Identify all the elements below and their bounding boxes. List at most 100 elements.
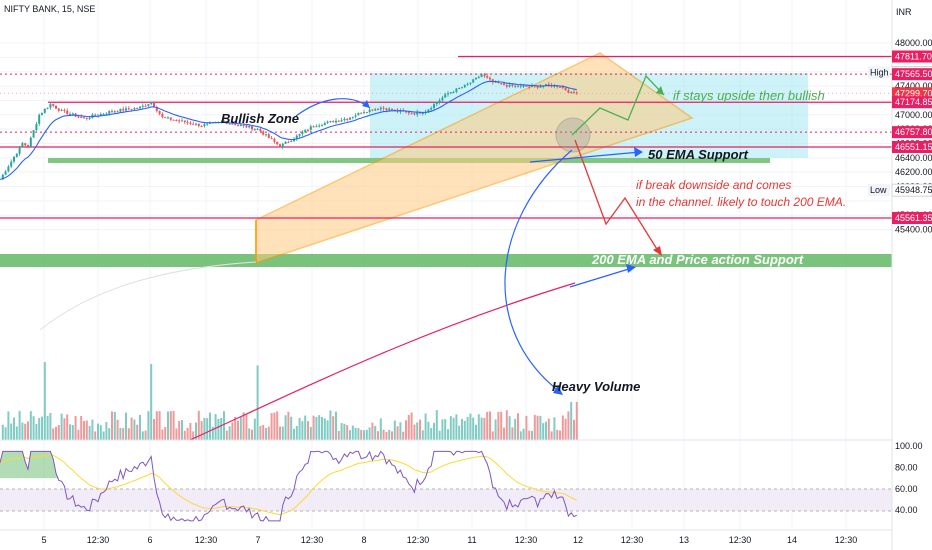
candle-body [340, 120, 343, 122]
volume-bar [237, 420, 239, 440]
volume-bar [307, 421, 309, 440]
candle-body [343, 118, 346, 121]
volume-bar [178, 421, 181, 440]
time-tick-label: 7 [255, 535, 260, 545]
volume-bar [363, 430, 365, 440]
volume-bar [10, 423, 13, 440]
candle-body [430, 108, 433, 110]
candle-body [466, 83, 469, 85]
volume-bar [91, 419, 94, 440]
candle-body [231, 123, 234, 125]
candle-body [304, 129, 307, 133]
candle-body [279, 144, 281, 148]
volume-bar [489, 411, 491, 440]
volume-bar [312, 415, 315, 440]
candle-body [52, 103, 55, 106]
volume-bar [97, 423, 99, 440]
volume-bar [256, 365, 259, 440]
candle-body [559, 86, 561, 88]
candle-body [63, 109, 66, 111]
candle-body [391, 108, 393, 111]
volume-bar [410, 412, 413, 440]
price-tick-label: 45400.00 [895, 225, 932, 235]
candle-body [514, 85, 517, 87]
volume-bar [466, 416, 469, 440]
candle-body [360, 112, 363, 114]
candle-body [323, 123, 326, 126]
candle-body [119, 108, 122, 112]
volume-bar [399, 422, 402, 440]
volume-bar [335, 411, 337, 440]
volume-bar [43, 362, 46, 440]
candle-body [290, 141, 293, 143]
volume-bar [371, 422, 374, 440]
rsi-line [0, 450, 578, 522]
candle-body [169, 117, 172, 120]
volume-bar [441, 419, 444, 440]
price-axis[interactable]: 48000.0047400.0047200.0047000.0046800.00… [868, 0, 932, 550]
candle-body [239, 125, 242, 127]
time-tick-label: 12:30 [407, 535, 430, 545]
candle-body [477, 76, 480, 78]
heavy-volume-label: Heavy Volume [552, 379, 640, 394]
volume-bar [80, 415, 83, 440]
volume-bar [525, 415, 528, 440]
candle-body [500, 83, 503, 85]
volume-bar [158, 411, 161, 440]
candle-body [197, 123, 200, 126]
candle-body [133, 108, 136, 110]
candle-body [503, 83, 505, 86]
volume-bar [116, 419, 119, 440]
volume-bar [290, 416, 293, 440]
volume-bar [522, 428, 525, 440]
time-tick-label: 12:30 [515, 535, 538, 545]
extreme-tag-label: High [870, 68, 889, 78]
volume-bar [273, 412, 276, 440]
candle-body [46, 107, 49, 109]
time-tick-label: 12:30 [835, 535, 858, 545]
volume-bar [508, 416, 511, 440]
volume-bar [475, 424, 477, 440]
candle-body [388, 108, 391, 111]
candle-body [374, 109, 377, 111]
candle-body [463, 84, 466, 88]
candle-body [130, 109, 133, 111]
volume-bar [99, 425, 102, 440]
candle-body [298, 133, 301, 136]
rsi-tick-label: 100.00 [895, 441, 923, 451]
candle-body [141, 105, 144, 107]
candle-body [567, 90, 570, 93]
extreme-tag [868, 184, 890, 197]
volume-bar [295, 425, 298, 440]
volume-bar [122, 428, 125, 440]
volume-bar [491, 431, 494, 440]
candle-body [301, 132, 304, 134]
volume-bar [477, 414, 480, 440]
candle-body [262, 131, 265, 135]
candle-body [449, 92, 452, 94]
candle-body [363, 112, 365, 114]
candle-body [368, 109, 371, 113]
candle-body [38, 114, 41, 124]
volume-bar [573, 419, 575, 440]
volume-bar [71, 425, 74, 440]
volume-bar [281, 426, 284, 440]
volume-bar [388, 429, 391, 440]
volume-bar [209, 412, 211, 440]
volume-bar [211, 426, 214, 440]
price-tag-label: 45561.35 [895, 213, 932, 223]
volume-bar [18, 410, 21, 440]
volume-bar [119, 428, 122, 440]
volume-bar [393, 420, 396, 440]
volume-bar [251, 429, 253, 440]
volume-bar [293, 428, 295, 440]
candle-body [312, 126, 315, 128]
time-axis[interactable]: 5 12:30 6 12:30 7 12:30 8 12:30 11 12:30 12 12:30 13… [0, 529, 892, 545]
volume-bar [262, 424, 265, 440]
candle-body [122, 108, 125, 111]
time-tick-label: 14 [787, 535, 797, 545]
volume-bar [195, 422, 197, 440]
rsi-tick-label: 60.00 [895, 484, 918, 494]
candle-body [161, 113, 164, 118]
